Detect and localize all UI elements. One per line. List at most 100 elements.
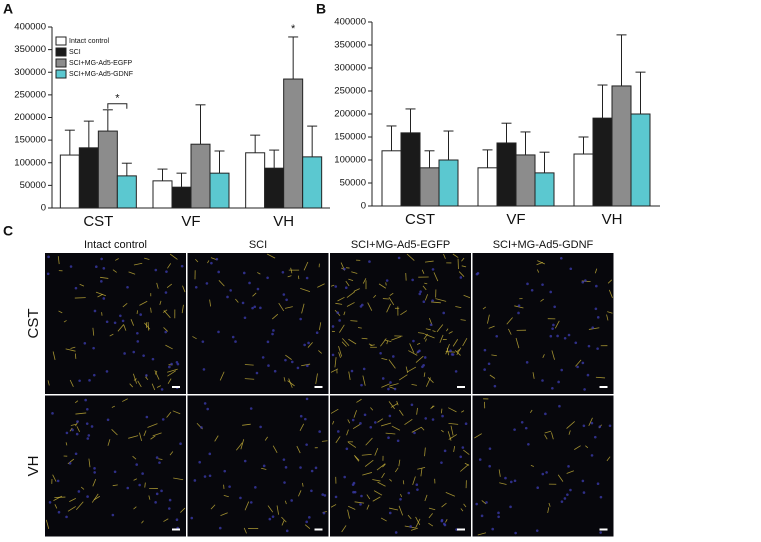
texture [566, 493, 569, 496]
texture [382, 377, 385, 380]
texture [551, 327, 554, 330]
texture [430, 323, 433, 326]
texture [343, 268, 346, 271]
column-label: SCI+MG-Ad5-GDNF [493, 239, 594, 251]
bar [172, 187, 191, 208]
texture [452, 353, 455, 356]
texture [75, 287, 78, 290]
texture [424, 356, 427, 359]
texture [160, 490, 163, 493]
micrograph-background [473, 253, 614, 394]
texture [412, 340, 415, 343]
texture [597, 482, 600, 485]
texture [190, 517, 193, 520]
micrograph [45, 253, 186, 394]
scale-bar [315, 529, 323, 531]
texture [69, 462, 72, 465]
texture [161, 388, 164, 391]
texture [332, 325, 335, 328]
texture [123, 352, 126, 355]
panel-label: B [316, 1, 326, 17]
texture [86, 422, 89, 425]
texture [126, 487, 129, 490]
bar [382, 151, 401, 206]
texture [310, 489, 313, 492]
texture [334, 285, 337, 288]
texture [122, 320, 125, 323]
x-tick-label: VF [506, 211, 525, 228]
texture [485, 501, 488, 504]
texture [407, 492, 410, 495]
texture [591, 454, 594, 457]
texture [536, 486, 539, 489]
texture [431, 299, 434, 302]
texture [223, 470, 226, 473]
texture [114, 322, 117, 325]
x-tick-label: CST [405, 211, 435, 228]
micrograph [473, 396, 614, 537]
texture [299, 466, 302, 469]
texture [176, 361, 179, 364]
texture [250, 501, 253, 504]
bar [535, 173, 554, 206]
micrograph-background [330, 253, 471, 394]
annotation: * [291, 23, 296, 35]
texture [553, 305, 556, 308]
texture [217, 271, 220, 274]
bar [98, 131, 117, 208]
texture [203, 368, 206, 371]
texture [526, 361, 529, 364]
texture [162, 418, 165, 421]
texture [411, 403, 414, 406]
texture [93, 467, 96, 470]
texture [306, 365, 309, 368]
texture [368, 260, 371, 263]
texture [567, 465, 570, 468]
texture [424, 417, 427, 420]
texture [343, 476, 346, 479]
texture [413, 432, 416, 435]
texture [47, 272, 50, 275]
texture [338, 319, 341, 322]
texture [495, 335, 498, 338]
texture [541, 283, 544, 286]
texture [119, 315, 122, 318]
texture [316, 331, 319, 334]
texture [76, 433, 79, 436]
texture [136, 332, 139, 335]
texture [176, 518, 179, 521]
texture [170, 363, 173, 366]
y-tick-label: 350000 [334, 40, 366, 51]
texture [146, 416, 149, 419]
bar [631, 114, 650, 206]
texture [49, 501, 52, 504]
texture [259, 307, 262, 310]
texture [432, 268, 435, 271]
texture [251, 307, 254, 310]
micrograph [188, 253, 329, 394]
texture [497, 512, 500, 515]
texture [311, 470, 314, 473]
y-tick-label: 400000 [334, 17, 366, 28]
texture [232, 336, 235, 339]
texture [106, 370, 109, 373]
texture [360, 495, 363, 498]
texture [272, 515, 275, 518]
texture [158, 461, 161, 464]
texture [374, 421, 377, 424]
texture [297, 367, 300, 370]
texture [244, 460, 247, 463]
texture [210, 262, 213, 265]
texture [198, 461, 201, 464]
texture [285, 466, 288, 469]
texture [541, 473, 544, 476]
texture [267, 341, 270, 344]
texture [536, 529, 539, 532]
texture [318, 430, 321, 433]
y-tick-label: 300000 [14, 67, 46, 78]
legend-swatch [56, 59, 66, 67]
texture [244, 316, 247, 319]
texture [398, 257, 401, 260]
texture [361, 304, 364, 307]
texture [597, 316, 600, 319]
